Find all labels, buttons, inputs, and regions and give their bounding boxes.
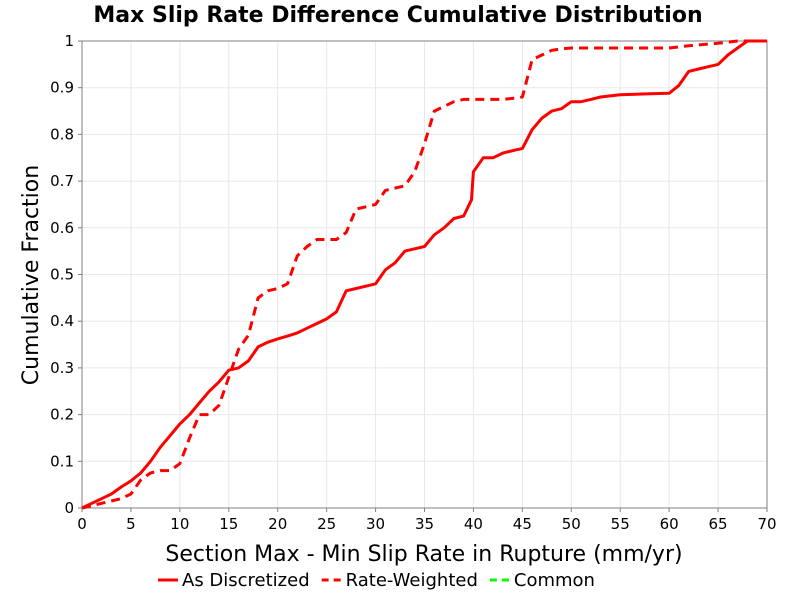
- x-tick-label: 60: [660, 515, 679, 533]
- y-tick-label: 0.7: [50, 172, 74, 190]
- series-line-rate-weighted: [81, 39, 767, 510]
- y-axis: 0 0.1 0.2 0.3 0.4 0.5 0.6 0.7 0.8 0.9 1: [50, 32, 82, 517]
- y-tick-label: 0.2: [50, 406, 74, 424]
- legend-label: Rate-Weighted: [346, 570, 478, 591]
- legend: As Discretized Rate-Weighted Common: [158, 570, 595, 591]
- series-layer: [81, 39, 767, 510]
- x-axis-label: Section Max - Min Slip Rate in Rupture (…: [165, 542, 682, 567]
- x-axis: 0 5 10 15 20 25 30 35 40 45 50 55 60 65 70: [77, 508, 777, 533]
- y-tick-label: 0.3: [50, 359, 74, 377]
- x-tick-label: 5: [126, 515, 136, 533]
- y-tick-label: 0: [64, 499, 74, 517]
- y-tick-label: 0.8: [50, 125, 74, 143]
- x-tick-label: 20: [268, 515, 287, 533]
- x-tick-label: 35: [415, 515, 434, 533]
- x-tick-label: 25: [317, 515, 336, 533]
- y-tick-label: 0.4: [50, 312, 74, 330]
- x-tick-label: 10: [170, 515, 189, 533]
- x-tick-label: 0: [77, 515, 87, 533]
- y-tick-label: 0.1: [50, 452, 74, 470]
- series-line-as-discretized: [81, 39, 767, 510]
- x-tick-label: 70: [757, 515, 776, 533]
- legend-label: As Discretized: [182, 570, 310, 591]
- y-tick-label: 0.9: [50, 79, 74, 97]
- x-tick-label: 50: [562, 515, 581, 533]
- y-tick-label: 1: [64, 32, 74, 50]
- y-tick-label: 0.6: [50, 219, 74, 237]
- x-tick-label: 65: [709, 515, 728, 533]
- x-tick-label: 30: [366, 515, 385, 533]
- x-tick-label: 45: [513, 515, 532, 533]
- x-tick-label: 15: [219, 515, 238, 533]
- legend-label: Common: [514, 570, 595, 591]
- x-tick-label: 55: [611, 515, 630, 533]
- gridlines: [81, 40, 768, 509]
- y-tick-label: 0.5: [50, 266, 74, 284]
- y-axis-label: Cumulative Fraction: [19, 165, 44, 385]
- x-tick-label: 40: [464, 515, 483, 533]
- chart-title: Max Slip Rate Difference Cumulative Dist…: [93, 3, 702, 28]
